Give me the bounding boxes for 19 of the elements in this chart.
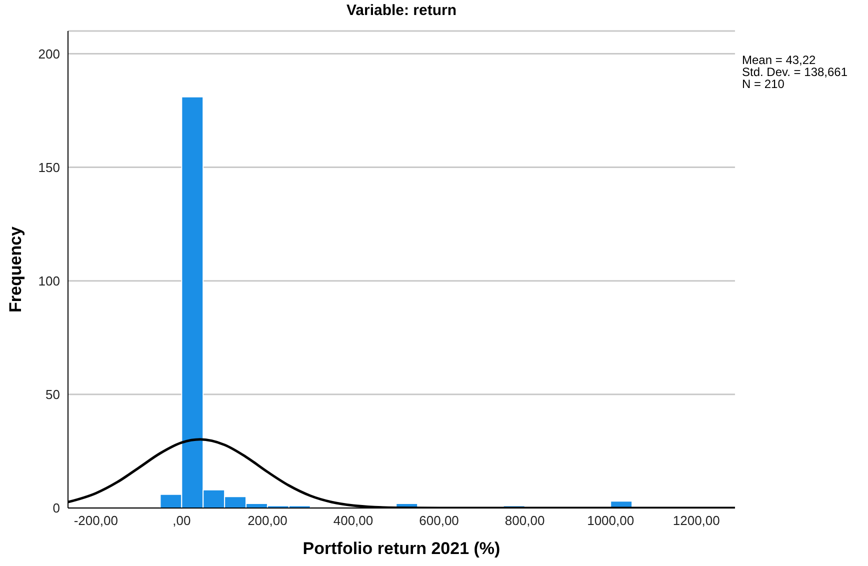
- y-tick-label: 200: [38, 46, 60, 62]
- x-tick-label: ,00: [172, 513, 191, 528]
- text: Std. Dev. = 138,661: [742, 65, 848, 79]
- x-tick-label: 1200,00: [672, 513, 720, 528]
- x-tick-label: 400,00: [333, 513, 374, 528]
- chart-title: Variable: return: [345, 2, 458, 19]
- y-tick-label: 150: [38, 160, 60, 175]
- x-tick-label: 600,00: [419, 513, 459, 528]
- x-tick-label: 200,00: [248, 513, 288, 528]
- y-tick-label: 0: [52, 500, 60, 516]
- x-tick-label: -200,00: [74, 513, 118, 528]
- y-tick-label: 50: [46, 387, 60, 402]
- x-tick-label: 1000,00: [587, 513, 634, 528]
- y-axis-title: Frequency: [6, 226, 26, 312]
- x-tick-label: 800,00: [504, 513, 545, 528]
- text: Mean = 43,22: [742, 53, 817, 67]
- x-axis-title: Portfolio return 2021 (%): [302, 539, 500, 558]
- y-tick-label: 100: [38, 273, 60, 288]
- text: N = 210: [742, 77, 786, 91]
